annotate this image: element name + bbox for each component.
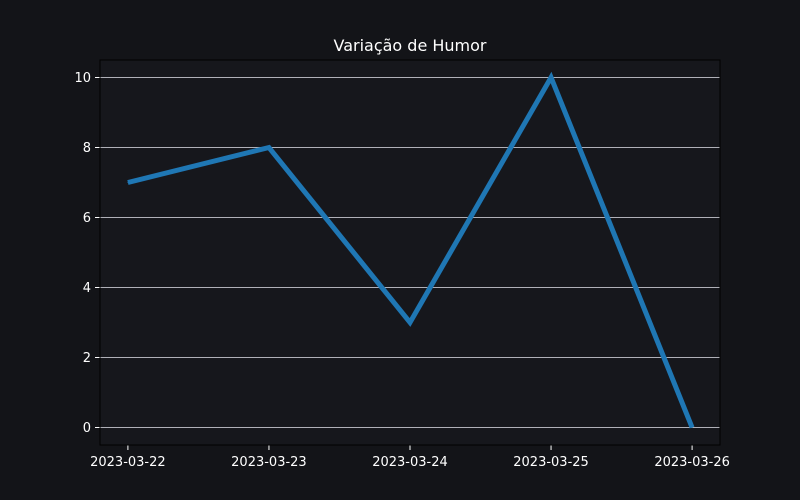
x-axis-ticks: 2023-03-22 2023-03-23 2023-03-24 2023-03-25… — [90, 445, 730, 470]
plot-area — [100, 60, 720, 445]
y-tick-label: 8 — [83, 141, 91, 156]
y-axis-ticks: 0 2 4 6 8 10 — [74, 71, 100, 436]
x-tick-label: 2023-03-26 — [654, 455, 730, 470]
data-point — [551, 77, 552, 78]
data-point — [127, 182, 128, 183]
x-tick-label: 2023-03-22 — [90, 455, 166, 470]
chart-title: Variação de Humor — [333, 36, 486, 55]
y-tick-label: 0 — [83, 421, 91, 436]
data-point — [692, 427, 693, 428]
x-tick-label: 2023-03-24 — [372, 455, 448, 470]
x-tick-label: 2023-03-25 — [513, 455, 589, 470]
y-tick-label: 10 — [74, 71, 91, 86]
data-point — [268, 147, 269, 148]
y-tick-label: 6 — [83, 211, 91, 226]
x-tick-label: 2023-03-23 — [231, 455, 307, 470]
y-tick-label: 4 — [83, 281, 91, 296]
y-tick-label: 2 — [83, 351, 91, 366]
data-point — [410, 322, 411, 323]
